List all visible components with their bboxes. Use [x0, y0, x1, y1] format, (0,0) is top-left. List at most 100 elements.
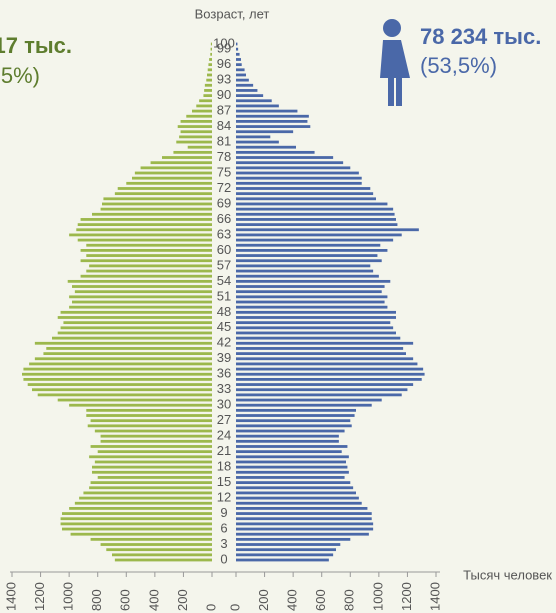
bar: [236, 429, 345, 433]
bar: [204, 83, 212, 87]
age-label: 93: [217, 72, 231, 87]
bar: [236, 259, 382, 263]
age-label: 39: [217, 350, 231, 365]
bar: [236, 166, 351, 170]
age-label: 27: [217, 412, 231, 427]
bar: [236, 388, 408, 392]
bar: [150, 161, 212, 165]
bar: [236, 300, 385, 304]
x-axis-label: Тысяч человек: [463, 567, 552, 582]
bar: [89, 486, 212, 490]
bar: [236, 331, 396, 335]
woman-icon: [380, 19, 410, 106]
age-label: 87: [217, 103, 231, 118]
bar: [86, 414, 212, 417]
bar: [236, 135, 271, 139]
bar: [92, 470, 212, 474]
bar: [236, 465, 348, 469]
x-tick-label: 800: [342, 589, 357, 611]
bar: [114, 558, 212, 562]
bar: [236, 362, 418, 366]
bar: [90, 537, 212, 541]
age-label: 66: [217, 211, 231, 226]
age-label: 33: [217, 381, 231, 396]
age-label: 69: [217, 195, 231, 210]
age-label: 0: [220, 551, 227, 566]
bar: [100, 543, 212, 546]
bar: [114, 192, 212, 196]
bar: [236, 372, 425, 376]
age-label: 12: [217, 490, 231, 505]
age-label: 51: [217, 288, 231, 303]
bar: [236, 378, 422, 381]
bar: [236, 295, 388, 299]
bar: [236, 336, 401, 340]
x-tick-label: 600: [118, 589, 133, 611]
bar: [236, 83, 254, 87]
age-label: 96: [217, 56, 231, 71]
bar: [89, 264, 212, 268]
bar: [176, 140, 212, 144]
age-label: 84: [217, 118, 231, 133]
age-label: 72: [217, 180, 231, 195]
age-label: 100: [213, 35, 235, 50]
bar: [236, 156, 334, 159]
bar: [69, 507, 213, 510]
bar: [23, 378, 212, 381]
x-tick-label: 1000: [370, 582, 385, 611]
bar: [236, 476, 345, 479]
age-label: 21: [217, 443, 231, 458]
bar: [236, 543, 341, 546]
bar: [34, 341, 212, 345]
bar: [236, 341, 414, 345]
bar: [100, 434, 212, 438]
x-tick-label: 200: [175, 589, 190, 611]
bar: [83, 491, 212, 495]
bar: [236, 202, 388, 206]
bar: [236, 218, 396, 221]
bar: [90, 419, 212, 423]
bar: [57, 398, 212, 402]
bar: [236, 192, 374, 196]
bar: [103, 197, 212, 201]
bar: [177, 125, 212, 128]
bar: [236, 68, 245, 72]
bar: [86, 408, 212, 412]
bar: [236, 532, 369, 536]
bar: [60, 326, 213, 330]
bar: [179, 135, 212, 139]
bar: [236, 357, 414, 361]
bar: [236, 310, 396, 314]
bar: [100, 207, 212, 211]
bar: [86, 243, 212, 247]
bar: [60, 517, 213, 521]
age-label: 81: [217, 133, 231, 148]
age-label: 78: [217, 149, 231, 164]
age-label: 63: [217, 226, 231, 241]
bar: [236, 207, 394, 211]
bar: [236, 383, 414, 386]
bar: [97, 476, 212, 479]
x-tick-label: 1000: [61, 582, 76, 611]
age-label: 24: [217, 428, 231, 443]
bar: [80, 274, 212, 278]
bar: [236, 558, 329, 562]
bar: [173, 150, 212, 154]
bar: [67, 279, 212, 283]
bar: [140, 166, 212, 170]
bar: [236, 548, 336, 552]
bar: [236, 279, 391, 283]
bar: [236, 450, 342, 454]
bar: [206, 78, 212, 82]
bar: [57, 316, 212, 319]
bar: [236, 398, 382, 402]
bar: [74, 501, 212, 505]
bar: [236, 47, 239, 51]
bar: [236, 537, 351, 541]
bar: [236, 481, 351, 484]
x-tick-label: 0: [227, 604, 242, 611]
bar: [236, 125, 311, 128]
x-tick-label: 600: [313, 589, 328, 611]
female-share: (53,5%): [420, 53, 497, 78]
x-tick-label: 1200: [32, 582, 47, 611]
